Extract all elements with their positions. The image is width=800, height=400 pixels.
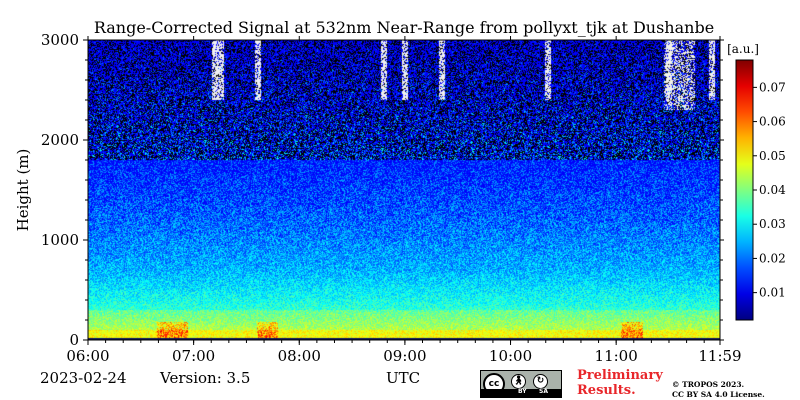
colorbar-bar (735, 59, 754, 321)
date-label: 2023-02-24 (40, 369, 127, 387)
copyright-notice: © TROPOS 2023. CC BY SA 4.0 License. (672, 380, 792, 400)
x-tick-label: 10:00 (489, 347, 532, 365)
y-tick-label: 1000 (41, 231, 79, 249)
copyright-line-2: CC BY SA 4.0 License. (672, 390, 765, 399)
y-tick-label: 0 (69, 331, 79, 349)
plot-frame (87, 39, 721, 341)
y-axis-label: Height (m) (14, 149, 32, 232)
x-tick-label: 07:00 (172, 347, 215, 365)
colorbar-tick-label: 0.02 (759, 251, 786, 265)
x-tick-label: 11:59 (698, 347, 741, 365)
colorbar-tick-label: 0.01 (759, 286, 786, 300)
x-tick-label: 08:00 (278, 347, 321, 365)
x-tick-label: 06:00 (66, 347, 109, 365)
x-tick-label: 09:00 (383, 347, 426, 365)
colorbar-tick-label: 0.05 (759, 149, 786, 163)
copyright-line-1: © TROPOS 2023. (672, 380, 745, 389)
colorbar-tick-label: 0.03 (759, 217, 786, 231)
cc-sa-label: SA (539, 388, 548, 395)
heatmap-plot-area (88, 40, 720, 340)
by-icon: 🚶︎ (511, 374, 526, 389)
colorbar-tick-label: 0.07 (759, 80, 786, 94)
cc-by-label: BY (518, 388, 527, 395)
y-tick-label: 2000 (41, 131, 79, 149)
cc-license-badge: cc 🚶︎ ↻ BY SA (480, 370, 562, 398)
x-tick-label: 11:00 (595, 347, 638, 365)
y-tick-label: 3000 (41, 31, 79, 49)
preliminary-results-label: Preliminary Results. (577, 368, 663, 398)
sa-icon: ↻ (533, 374, 548, 389)
cc-strip: BY SA (481, 388, 561, 397)
x-axis-label: UTC (386, 369, 421, 387)
version-label: Version: 3.5 (160, 369, 251, 387)
colorbar-label: [a.u.] (727, 42, 759, 56)
heatmap-image (88, 40, 720, 340)
colorbar-tick-label: 0.06 (759, 115, 786, 129)
chart-title: Range-Corrected Signal at 532nm Near-Ran… (94, 18, 714, 37)
axes: 06:00 07:00 08:00 09:00 10:00 11:00 11:59 0 1000… (41, 31, 742, 365)
colorbar: 0.01 0.02 0.03 0.04 0.05 0.06 0.07 (735, 59, 786, 321)
colorbar-tick-label: 0.04 (759, 183, 786, 197)
